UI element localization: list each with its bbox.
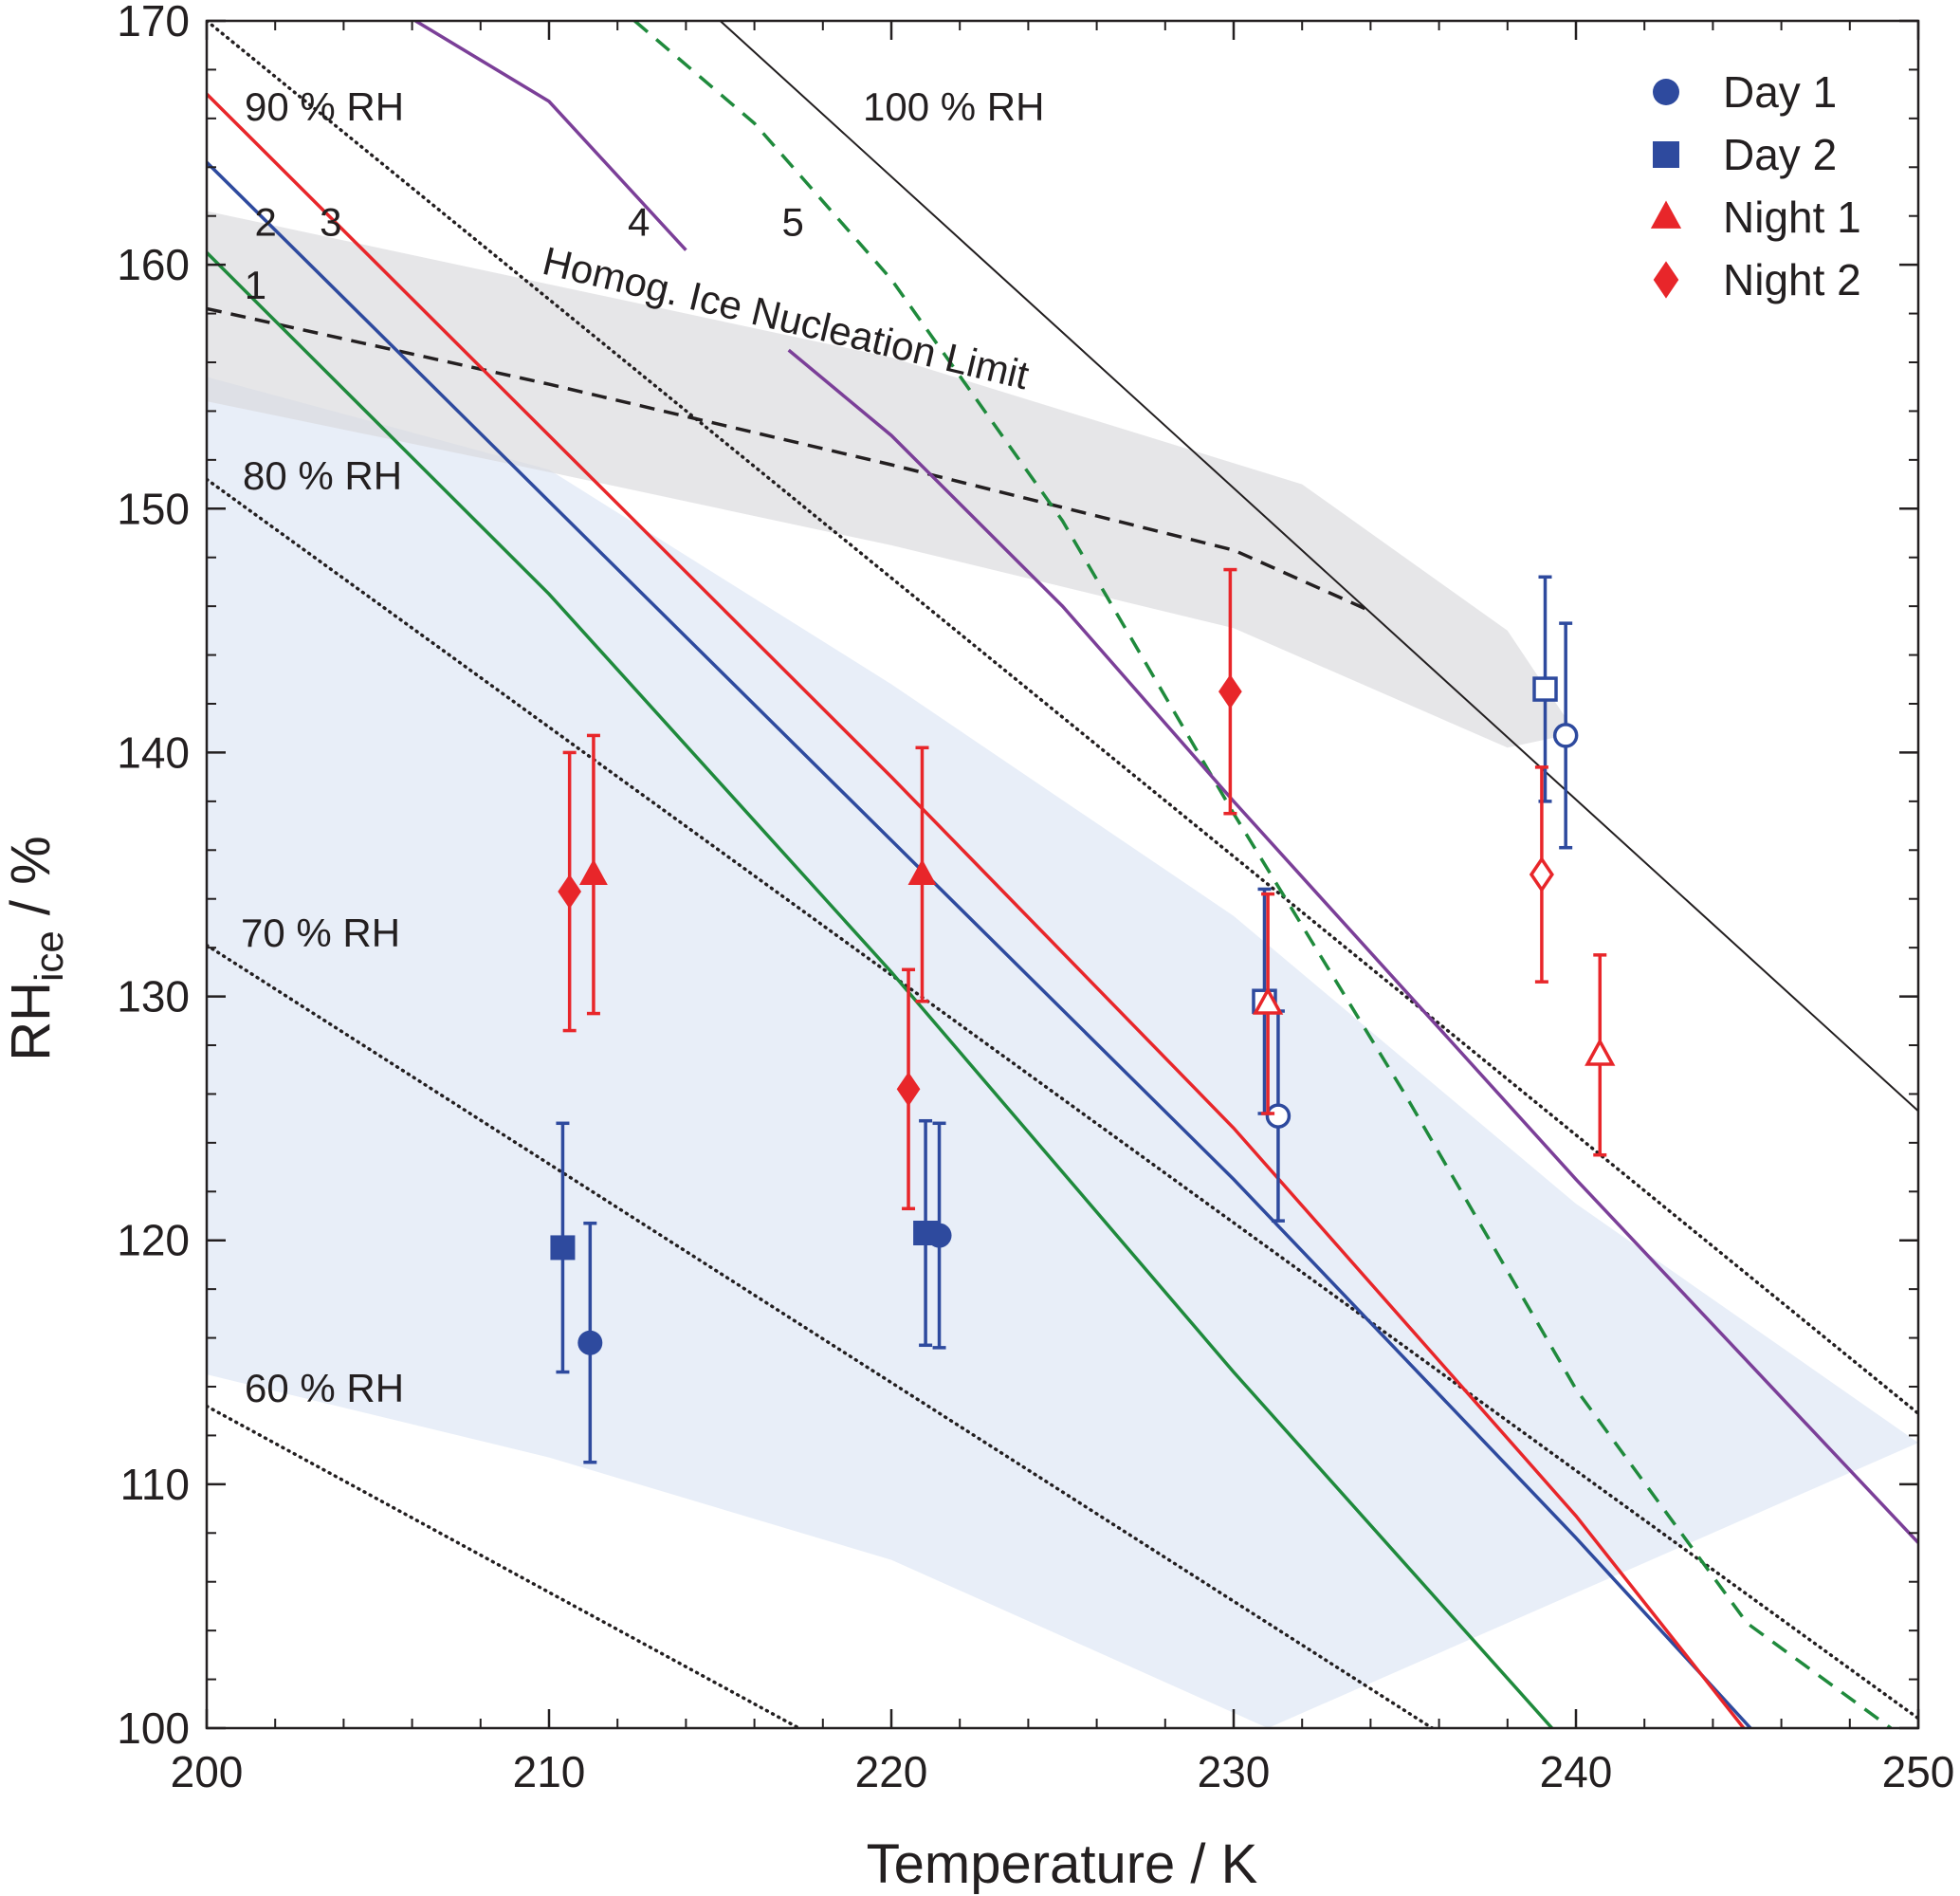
- axes: 200 210 220 230 240 250 100 110 120 130 140 150 160 1…: [117, 0, 1954, 1796]
- plot-area: [207, 21, 1918, 1728]
- night-2-point: [896, 1072, 921, 1107]
- day-2-point: [550, 1235, 576, 1261]
- night-1-point: [578, 858, 608, 886]
- x-axis-title: Temperature / K: [867, 1833, 1258, 1895]
- day-1-point: [577, 1330, 603, 1355]
- legend-marker-night-1: [1650, 200, 1682, 229]
- legend: Day 1 Day 2 Night 1 Night 2: [1650, 67, 1861, 304]
- night-2-point: [1529, 856, 1554, 893]
- rh-isoline: [207, 1404, 801, 1728]
- day-1-point: [1552, 723, 1579, 748]
- y-axis-title-sub: ice: [27, 930, 71, 982]
- day-2-point: [1532, 676, 1558, 702]
- homogeneous-limit-line: [207, 306, 1372, 613]
- legend-label-day-1: Day 1: [1723, 67, 1837, 117]
- legend-marker-night-2: [1653, 261, 1679, 299]
- x-tick-label: 220: [855, 1747, 928, 1796]
- rh-isoline: [719, 21, 1918, 1113]
- annotation-label: 60 % RH: [245, 1366, 404, 1410]
- legend-label-night-1: Night 1: [1723, 193, 1861, 242]
- legend-label-day-2: Day 2: [1723, 130, 1837, 179]
- annotation-label: 80 % RH: [243, 453, 402, 498]
- x-tick-label: 250: [1882, 1747, 1955, 1796]
- y-tick-label: 160: [117, 240, 190, 289]
- model-curve-1: [207, 251, 1554, 1728]
- legend-marker-day-2: [1653, 141, 1679, 168]
- annotation-label: 2: [255, 199, 277, 244]
- night-1-point: [1584, 1038, 1616, 1066]
- annotation-label: 70 % RH: [241, 911, 400, 955]
- annotation-label: 5: [781, 199, 803, 244]
- model-curve-4: [414, 21, 687, 251]
- y-tick-label: 100: [117, 1703, 190, 1753]
- annotation-label: 100 % RH: [863, 84, 1044, 129]
- y-tick-label: 150: [117, 484, 190, 533]
- x-tick-label: 240: [1540, 1747, 1613, 1796]
- model-curve-2: [207, 160, 1752, 1728]
- legend-marker-day-1: [1653, 79, 1679, 105]
- y-axis-title-main: RH: [0, 982, 62, 1061]
- legend-label-night-2: Night 2: [1723, 255, 1861, 304]
- night-1-point: [907, 858, 937, 886]
- y-tick-label: 120: [117, 1216, 190, 1265]
- annotation-label: 1: [245, 263, 266, 307]
- night-2-point: [558, 874, 582, 910]
- y-tick-label: 110: [120, 1460, 190, 1509]
- night-2-point: [1218, 673, 1242, 709]
- x-tick-label: 230: [1198, 1747, 1271, 1796]
- rh-isoline: [207, 477, 1918, 1721]
- y-tick-label: 140: [117, 727, 190, 777]
- rh-isoline: [207, 21, 1918, 1416]
- annotation-label: 4: [628, 199, 650, 244]
- day-1-point: [1265, 1103, 1291, 1129]
- annotation-label: 3: [320, 199, 341, 244]
- x-tick-label: 210: [513, 1747, 586, 1796]
- homogeneous-nucleation-band: [207, 211, 1576, 748]
- y-tick-label: 170: [117, 0, 190, 46]
- annotation-label: 90 % RH: [245, 84, 404, 129]
- y-tick-label: 130: [117, 972, 190, 1022]
- model-curve-4-lower: [787, 348, 1918, 1544]
- x-tick-label: 200: [171, 1747, 244, 1796]
- y-axis-title-unit: / %: [0, 836, 62, 930]
- y-axis-title: RHice / %: [0, 836, 71, 1060]
- day-2-point: [913, 1221, 939, 1245]
- night-1-point: [1252, 986, 1284, 1015]
- supersaturation-band: [207, 377, 1918, 1728]
- plot-frame: [205, 19, 1920, 1730]
- model-curve-3: [207, 92, 1746, 1728]
